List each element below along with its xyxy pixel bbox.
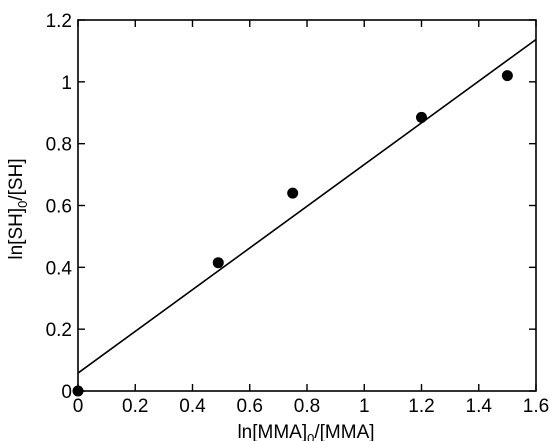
y-tick-label: 0.4 [46, 258, 73, 279]
data-point [287, 187, 299, 199]
data-point [501, 70, 513, 82]
y-tick-label: 1.2 [46, 11, 72, 32]
y-tick-label: 0.2 [46, 320, 72, 341]
data-point [416, 111, 427, 123]
x-tick-label: 1.2 [408, 396, 434, 417]
data-point [212, 257, 224, 269]
y-tick-label: 0.8 [46, 135, 72, 156]
y-tick-label: 0 [61, 382, 72, 403]
x-tick-label: 1 [359, 396, 370, 417]
x-tick-label: 0.6 [237, 396, 263, 417]
y-axis-title: ln[SH]0/[SH] [6, 158, 30, 259]
fit-line [77, 38, 537, 374]
x-axis-title: ln[MMA]0/[MMA] [237, 422, 374, 441]
y-tick-label: 0.6 [46, 197, 72, 218]
x-tick-label: 1.6 [523, 396, 549, 417]
x-tick-label: 0.8 [294, 396, 320, 417]
x-tick-label: 1.4 [466, 396, 493, 417]
x-tick-label: 0.2 [122, 396, 148, 417]
x-tick-label: 0.4 [179, 396, 206, 417]
x-tick-label: 0 [73, 396, 84, 417]
y-tick-label: 1 [61, 73, 72, 94]
data-point [72, 385, 84, 397]
